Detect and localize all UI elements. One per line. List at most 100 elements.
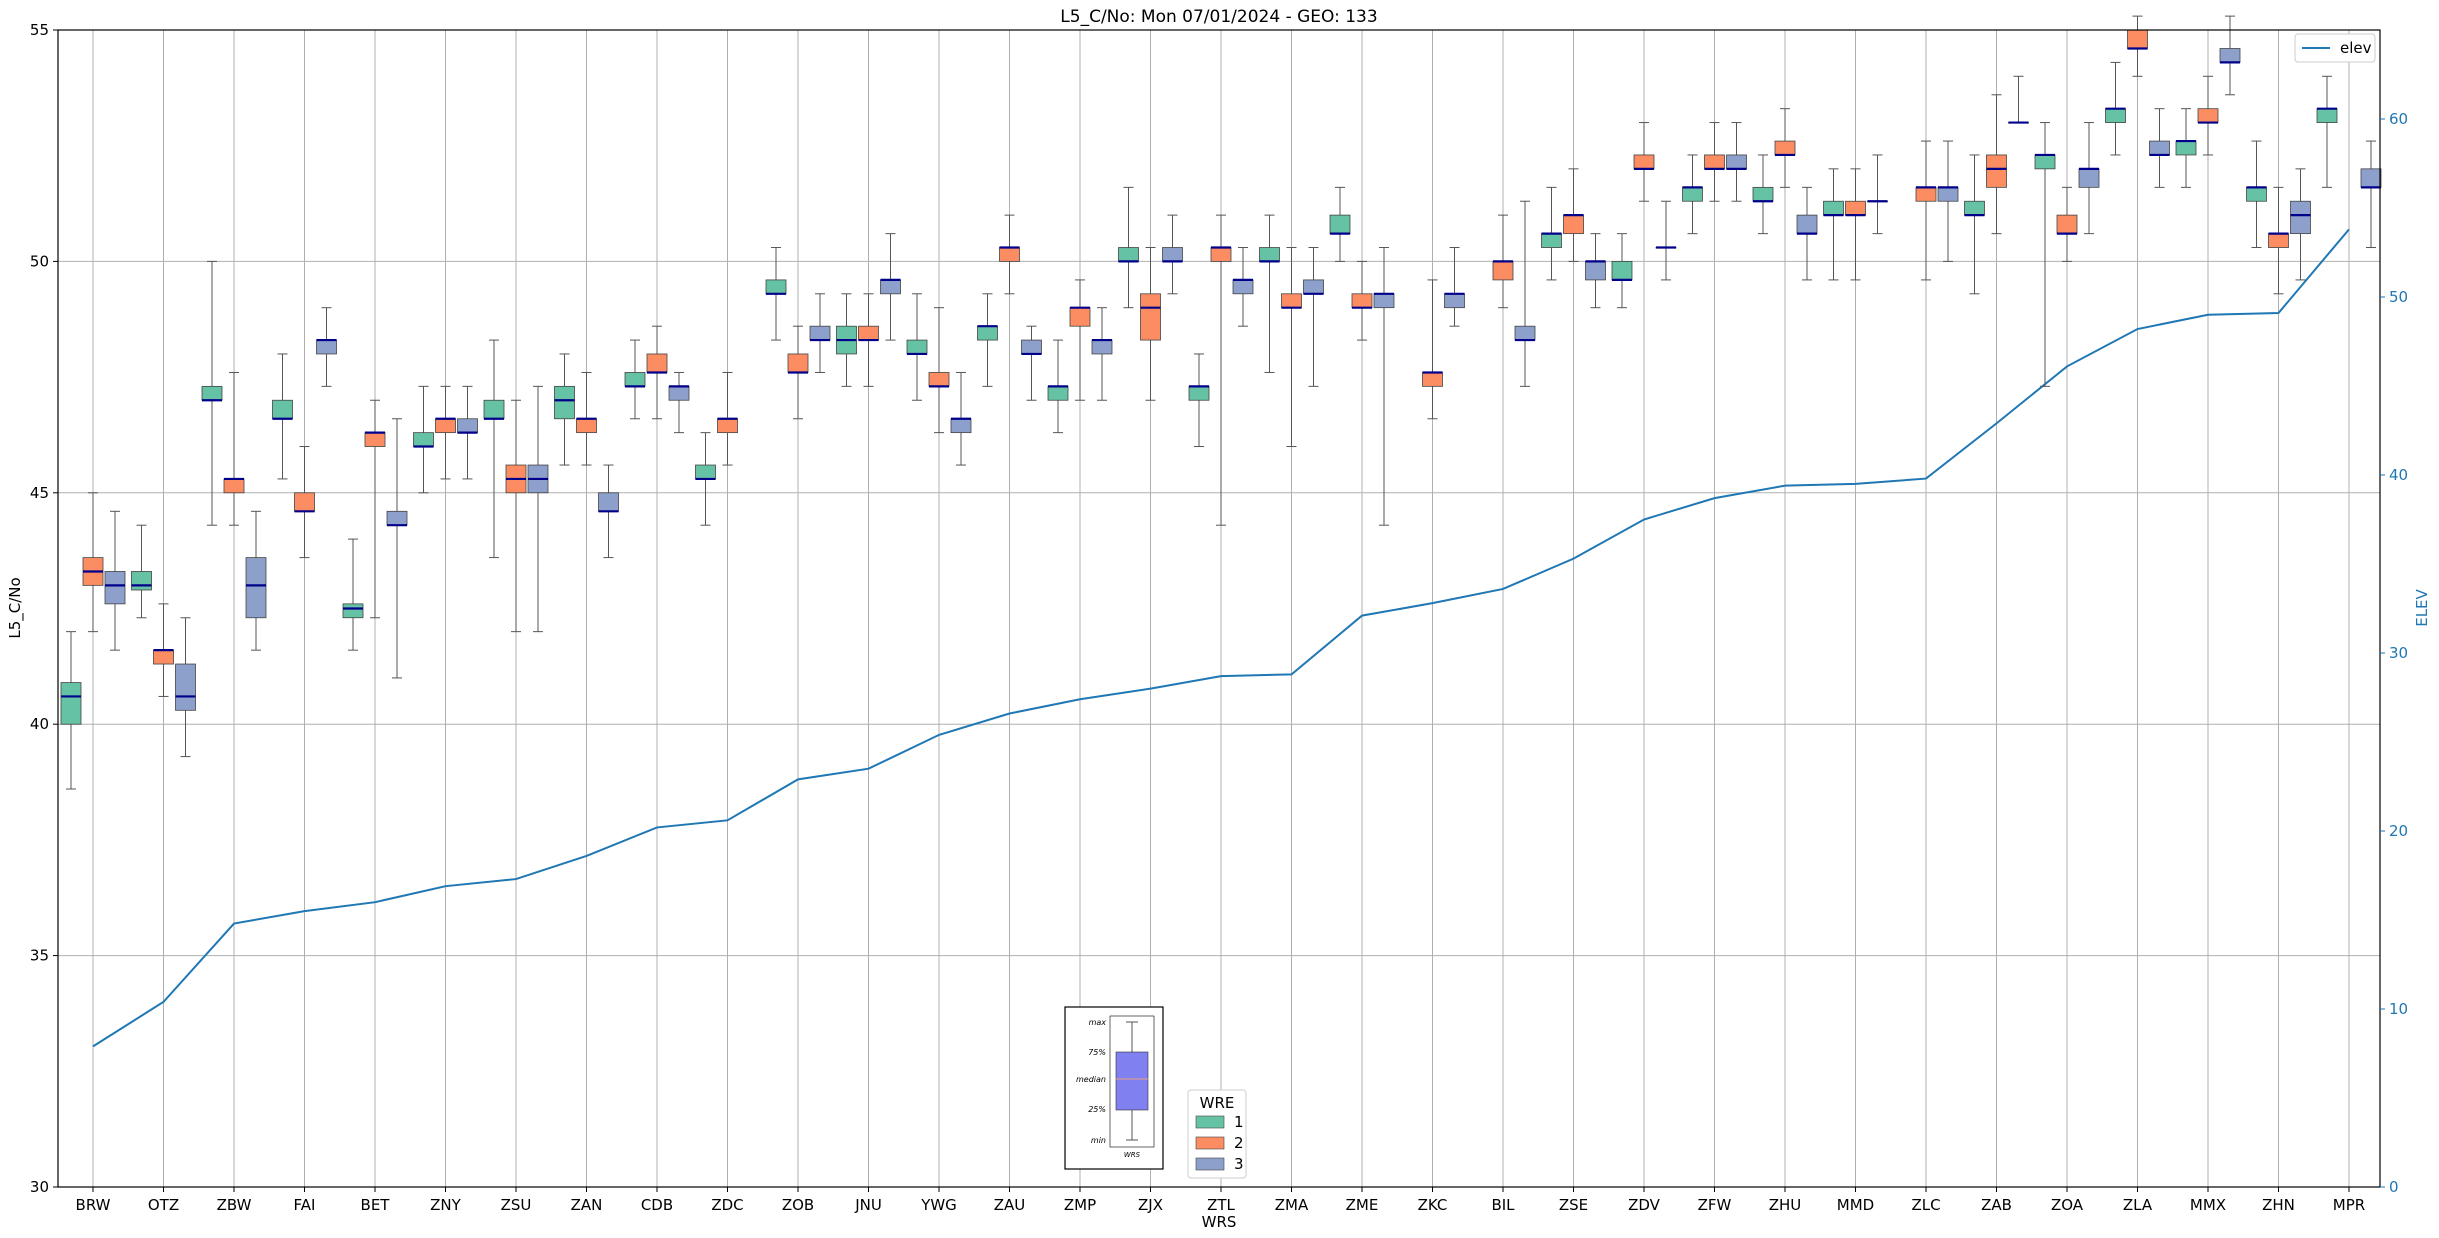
box-body [60, 682, 82, 725]
box-key-25: 25% [1088, 1105, 1106, 1114]
box-body [1704, 154, 1725, 170]
box-body [928, 372, 950, 387]
box-CDB-wre-1 [624, 339, 646, 420]
box-body [1373, 293, 1395, 309]
box-body [695, 464, 716, 480]
box-JNU-wre-1 [836, 293, 857, 387]
elevation-line [92, 228, 2350, 1048]
box-ZLC-wre-2 [1915, 140, 1937, 281]
box-body [977, 325, 998, 341]
box-FAI-wre-3 [316, 307, 337, 387]
x-tick-label: BIL [1491, 1196, 1515, 1214]
x-tick-label: FAI [294, 1196, 316, 1214]
line-legend-label: elev [2340, 39, 2372, 57]
box-ZHU-wre-2 [1774, 108, 1796, 188]
box-body [554, 385, 575, 420]
box-body [2246, 186, 2267, 202]
x-tick-label: ZSE [1559, 1196, 1588, 1214]
box-body [294, 492, 315, 512]
wre-legend-title: WRE [1200, 1094, 1235, 1112]
box-ZOA-wre-2 [2056, 186, 2078, 262]
box-ZSU-wre-2 [505, 399, 527, 633]
y-tick-label: 50 [30, 252, 49, 270]
x-tick-label: ZDV [1628, 1196, 1661, 1214]
box-YWG-wre-1 [906, 293, 928, 401]
box-JNU-wre-2 [858, 293, 879, 387]
box-ZHU-wre-1 [1752, 154, 1774, 235]
box-ZOB-wre-3 [809, 293, 831, 373]
box-MMX-wre-3 [2219, 15, 2241, 96]
box-ZAB-wre-2 [1986, 94, 2007, 235]
y2-tick-label: 40 [2389, 466, 2408, 484]
box-ZMA-wre-3 [1303, 247, 1324, 387]
x-tick-label: JNU [854, 1196, 882, 1214]
box-body [2056, 214, 2078, 235]
box-body [2316, 108, 2338, 123]
box-body [1118, 247, 1139, 262]
box-ZSE-wre-3 [1585, 233, 1606, 309]
x-axis-label: WRS [1202, 1213, 1237, 1231]
plot-frame [57, 29, 2381, 1188]
box-MMX-wre-2 [2197, 75, 2219, 156]
box-body [2360, 168, 2382, 188]
box-body [1563, 214, 1584, 235]
box-body [1210, 247, 1232, 262]
wre-legend-swatch [1195, 1115, 1225, 1129]
box-MMD-wre-3 [1867, 154, 1888, 235]
box-key-box [1115, 1051, 1149, 1111]
box-CDB-wre-2 [646, 325, 668, 420]
box-ZNY-wre-3 [457, 385, 478, 480]
y2-tick-label: 30 [2389, 644, 2408, 662]
box-body [1585, 260, 1606, 281]
box-body [906, 339, 928, 355]
x-tick-label: ZKC [1418, 1196, 1448, 1214]
box-ZDC-wre-2 [717, 371, 738, 466]
box-ZDC-wre-1 [695, 432, 716, 526]
box-body [765, 279, 787, 295]
box-body [2078, 168, 2100, 188]
box-layer [60, 15, 2382, 790]
box-ZDV-wre-1 [1611, 233, 1633, 309]
box-ZLA-wre-1 [2105, 61, 2126, 156]
box-body [364, 432, 386, 447]
box-body [1351, 293, 1373, 309]
box-body [1964, 200, 1985, 216]
x-tick-label: ZDC [711, 1196, 743, 1214]
box-body [1021, 339, 1042, 355]
box-CDB-wre-3 [668, 371, 690, 434]
box-ZBW-wre-3 [245, 510, 267, 651]
box-body [1069, 307, 1091, 327]
box-ZNY-wre-2 [435, 385, 456, 480]
box-body [624, 372, 646, 387]
box-BET-wre-2 [364, 399, 386, 619]
box-ZLC-wre-3 [1937, 140, 1959, 262]
box-ZME-wre-3 [1373, 247, 1395, 526]
box-body [457, 418, 478, 434]
x-tick-label: MPR [2333, 1196, 2365, 1214]
box-BIL-wre-2 [1492, 214, 1514, 309]
box-ZHU-wre-3 [1796, 186, 1818, 281]
box-body [413, 432, 434, 447]
x-tick-label: MMD [1837, 1196, 1874, 1214]
x-tick-label: ZFW [1698, 1196, 1732, 1214]
box-body [2268, 233, 2289, 248]
box-body [316, 339, 337, 355]
box-ZOA-wre-3 [2078, 122, 2100, 235]
box-body [2127, 29, 2148, 49]
box-ZTL-wre-2 [1210, 214, 1232, 526]
box-OTZ-wre-1 [131, 524, 152, 619]
x-tick-label: ZHN [2262, 1196, 2295, 1214]
box-ZHN-wre-3 [2290, 168, 2311, 281]
x-tick-label: ZBW [217, 1196, 252, 1214]
y-axis-ticks: 30 35 40 45 50 55 [30, 21, 58, 1196]
box-ZHN-wre-2 [2268, 186, 2289, 295]
x-tick-label: ZHU [1769, 1196, 1802, 1214]
box-ZSU-wre-1 [483, 339, 505, 559]
box-body [1796, 214, 1818, 235]
box-body [1329, 214, 1351, 235]
y-tick-label: 35 [30, 947, 49, 965]
x-tick-label: ZME [1346, 1196, 1379, 1214]
box-body [1633, 154, 1655, 170]
box-body [1726, 154, 1747, 170]
